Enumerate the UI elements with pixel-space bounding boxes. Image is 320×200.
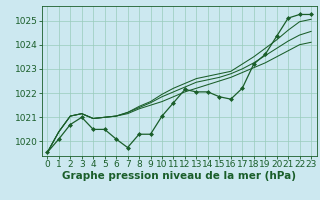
X-axis label: Graphe pression niveau de la mer (hPa): Graphe pression niveau de la mer (hPa) <box>62 171 296 181</box>
